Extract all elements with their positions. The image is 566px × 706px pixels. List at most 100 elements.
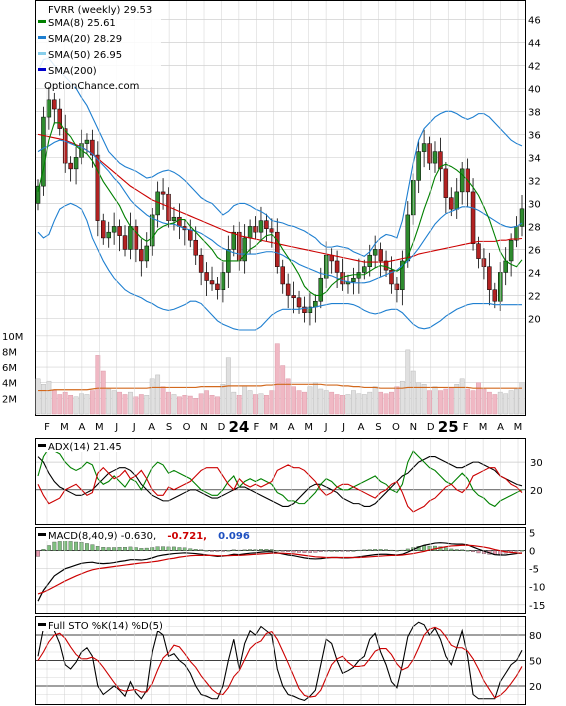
volume-bar: [345, 394, 351, 415]
candle-body: [209, 280, 215, 285]
bollinger-lower-line: [37, 202, 522, 331]
macd-histogram-bar: [449, 548, 454, 551]
volume-tick-4: 2M: [2, 394, 17, 405]
candle-body: [334, 260, 340, 273]
volume-average-line: [38, 383, 522, 392]
macd-histogram-bar: [297, 550, 301, 553]
volume-bar: [209, 395, 215, 415]
legend-swatch-sma20: [38, 36, 46, 39]
month-label: O: [392, 422, 400, 433]
macd-histogram-bar: [307, 550, 312, 553]
macd-tick-0: 0: [529, 547, 535, 558]
candle-body: [46, 99, 52, 118]
macd-histogram-bar: [210, 550, 214, 552]
macd-histogram-bar: [400, 549, 405, 552]
candle-body: [236, 231, 242, 262]
candle-body: [416, 151, 421, 181]
macd-histogram-bar: [367, 549, 372, 551]
stochastic-tick-50: 50: [529, 657, 542, 668]
volume-bar: [307, 386, 313, 415]
candle-body: [421, 143, 427, 152]
ticker-label: FVRR (weekly) 29.53: [48, 5, 152, 16]
price-tick-42: 42: [528, 61, 541, 72]
candle-body: [133, 226, 139, 250]
macd-label-signal: -0.721,: [167, 531, 207, 542]
macd-histogram-bar: [231, 549, 236, 551]
volume-bar: [160, 386, 166, 415]
candle-body: [389, 269, 394, 285]
macd-histogram-bar: [144, 547, 149, 551]
volume-bar: [89, 390, 95, 415]
candle-body: [443, 168, 449, 198]
candle-body: [432, 151, 438, 164]
candle-body: [215, 283, 220, 290]
volume-bar: [187, 395, 193, 415]
volume-bar: [432, 386, 438, 415]
candle-body: [508, 239, 514, 262]
candle-body: [367, 254, 372, 267]
candle-body: [106, 231, 111, 239]
candle-body: [275, 231, 280, 267]
volume-bar: [476, 382, 481, 415]
macd-tick--10: -10: [529, 583, 545, 594]
macd-histogram-bar: [291, 550, 296, 553]
macd-histogram-bar: [335, 550, 340, 552]
macd-histogram-bar: [41, 549, 46, 551]
candle-body: [193, 239, 198, 256]
price-tick-28: 28: [528, 222, 541, 233]
macd-histogram-bar: [155, 546, 160, 551]
volume-bar: [438, 390, 443, 415]
candle-body: [188, 229, 193, 241]
price-tick-20: 20: [528, 314, 541, 325]
macd-histogram-bar: [394, 550, 399, 552]
macd-histogram-bar: [362, 549, 367, 551]
candle-body: [269, 228, 275, 233]
volume-bar: [95, 355, 101, 415]
volume-bar: [155, 374, 161, 415]
volume-tick-2: 6M: [2, 363, 17, 374]
candle-body: [318, 277, 324, 302]
month-label: S: [375, 422, 381, 433]
candle-body: [438, 151, 443, 170]
macd-histogram-bar: [465, 550, 470, 552]
volume-bar: [356, 393, 362, 415]
macd-tick--15: -15: [529, 601, 545, 612]
month-label: N: [200, 422, 207, 433]
volume-bar: [182, 395, 188, 415]
sma20-line: [37, 139, 523, 284]
macd-panel-frame: [35, 527, 526, 614]
macd-histogram-bar: [117, 547, 122, 551]
candle-body: [198, 254, 204, 273]
macd-histogram-bar: [106, 547, 111, 551]
macd-histogram-bar: [264, 549, 269, 551]
price-legend: FVRR (weekly) 29.53 SMA(8) 25.61 SMA(20)…: [36, 1, 161, 92]
adx-series-2: [37, 464, 523, 513]
volume-bar: [340, 395, 345, 415]
month-label: A: [358, 422, 365, 433]
volume-bar: [383, 393, 389, 415]
candle-body: [459, 168, 465, 193]
stochastic-panel-frame: [35, 616, 526, 705]
macd-histogram-bar: [340, 550, 345, 552]
volume-bar: [166, 391, 171, 415]
candle-body: [84, 139, 90, 144]
candle-body: [95, 154, 101, 221]
price-panel-frame: [35, 0, 526, 416]
macd-histogram-bar: [280, 550, 285, 552]
macd-histogram-bar: [52, 541, 57, 551]
volume-bar: [285, 378, 291, 415]
price-tick-36: 36: [528, 130, 541, 141]
price-tick-46: 46: [528, 15, 541, 26]
candle-body: [487, 266, 492, 290]
stochastic-series-1: [37, 626, 523, 699]
month-label: M: [479, 422, 488, 433]
adx-legend: ADX(14) 21.45: [36, 439, 122, 453]
volume-bar: [111, 390, 117, 415]
macd-histogram-bar: [520, 550, 524, 552]
macd-histogram-bar: [46, 545, 51, 551]
volume-bar: [416, 382, 422, 415]
volume-bar: [448, 387, 454, 415]
candle-body: [454, 191, 459, 210]
macd-histogram-bar: [302, 550, 307, 553]
